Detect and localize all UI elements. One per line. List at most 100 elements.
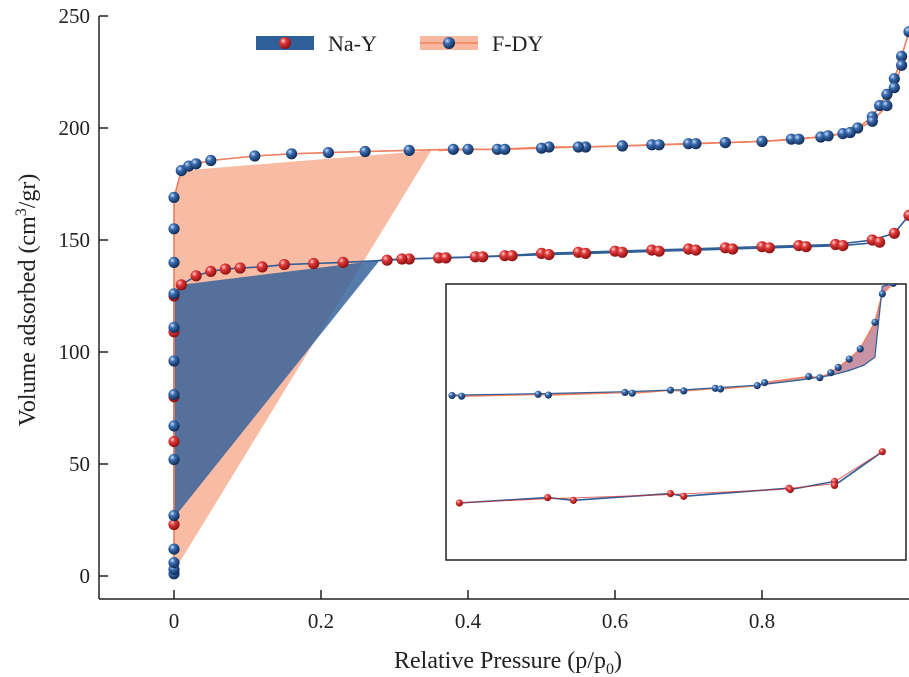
inset-markers — [448, 284, 897, 507]
inset-data-point-f-dy — [753, 382, 761, 390]
data-point-f-dy — [205, 154, 217, 167]
inset-data-point-na-y — [666, 490, 675, 498]
data-point-f-dy — [168, 557, 180, 569]
inset-data-point-f-dy — [816, 374, 824, 382]
data-point-na-y — [190, 270, 202, 282]
data-point-na-y — [381, 254, 393, 266]
data-point-f-dy — [499, 143, 511, 155]
inset-data-point-f-dy — [834, 363, 842, 371]
y-tick-label: 150 — [59, 228, 91, 252]
inset-frame — [445, 283, 907, 561]
data-point-f-dy — [793, 133, 805, 145]
inset-data-point-na-y — [878, 448, 886, 456]
inset-data-point-na-y — [455, 499, 463, 507]
hysteresis-fills — [174, 150, 432, 572]
data-point-f-dy — [462, 143, 474, 155]
legend-entry-na-y: Na-Y — [256, 31, 377, 56]
data-point-f-dy — [168, 355, 180, 367]
data-point-f-dy — [168, 420, 180, 432]
y-tick-label: 0 — [80, 564, 91, 588]
data-point-na-y — [168, 436, 180, 448]
x-axis-title: Relative Pressure (p/p0) — [394, 648, 622, 677]
data-point-na-y — [396, 253, 408, 265]
inset-data-point-f-dy — [544, 391, 553, 399]
data-point-na-y — [874, 236, 886, 248]
data-point-na-y — [800, 241, 812, 253]
data-point-f-dy — [572, 141, 584, 153]
data-point-na-y — [175, 279, 187, 291]
data-point-f-dy — [881, 88, 893, 100]
y-tick-label: 50 — [69, 452, 90, 476]
inset-data-point-f-dy — [680, 387, 688, 395]
data-point-na-y — [580, 247, 592, 259]
y-tick-label: 100 — [59, 340, 91, 364]
inset-desorption-line-na-y — [455, 451, 883, 504]
data-point-f-dy — [447, 143, 459, 155]
inset-data-point-f-dy — [448, 391, 456, 400]
legend-label-f-dy: F-DY — [492, 31, 543, 56]
inset-data-point-f-dy — [845, 355, 853, 363]
data-point-f-dy — [168, 223, 180, 235]
data-point-f-dy — [168, 543, 180, 555]
data-point-f-dy — [535, 142, 548, 154]
data-point-na-y — [256, 261, 268, 273]
data-point-f-dy — [249, 150, 261, 162]
data-point-na-y — [903, 209, 909, 221]
data-point-na-y — [219, 263, 231, 275]
data-point-f-dy — [190, 158, 202, 170]
data-point-f-dy — [844, 126, 856, 139]
data-point-f-dy — [322, 147, 334, 159]
data-point-f-dy — [616, 140, 628, 152]
data-point-na-y — [690, 244, 702, 256]
x-tick-label: 0 — [169, 609, 180, 633]
legend-marker-na-y — [279, 37, 291, 49]
data-point-na-y — [440, 252, 452, 264]
inset-data-point-na-y — [544, 494, 552, 502]
data-point-na-y — [278, 259, 290, 271]
data-point-f-dy — [903, 26, 909, 38]
data-point-na-y — [337, 256, 349, 268]
inset-data-point-f-dy — [628, 389, 636, 397]
legend-entry-f-dy: F-DY — [420, 31, 543, 56]
inset-data-point-na-y — [786, 485, 794, 494]
data-point-na-y — [168, 518, 180, 531]
data-point-f-dy — [690, 138, 702, 150]
y-tick-label: 200 — [59, 116, 91, 140]
x-tick-label: 0.2 — [308, 609, 334, 633]
data-point-na-y — [477, 251, 489, 263]
data-point-f-dy — [756, 135, 768, 147]
data-point-na-y — [837, 240, 849, 252]
y-tick-label: 250 — [59, 4, 91, 28]
inset-data-point-f-dy — [458, 392, 466, 400]
data-point-f-dy — [896, 50, 908, 62]
inset-data-point-na-y — [680, 492, 688, 500]
inset-plot — [445, 283, 907, 561]
data-point-na-y — [308, 257, 320, 270]
data-point-f-dy — [896, 59, 908, 71]
data-point-na-y — [506, 250, 518, 262]
inset-data-point-f-dy — [827, 369, 835, 377]
data-point-na-y — [543, 249, 555, 261]
data-point-f-dy — [719, 137, 731, 149]
y-axis-ticks: 0 50 100 150 200 250 — [59, 4, 108, 588]
data-point-f-dy — [888, 73, 900, 85]
data-point-f-dy — [168, 191, 180, 203]
inset-data-point-f-dy — [716, 385, 725, 393]
inset-data-point-na-y — [830, 481, 839, 489]
x-axis-ticks: 0 0.2 0.4 0.6 0.8 — [169, 590, 775, 633]
inset-data-point-na-y — [569, 496, 578, 504]
data-point-f-dy — [168, 256, 180, 268]
y-axis-title: Volume adsorbed (cm3/gr) — [13, 174, 41, 427]
data-point-f-dy — [168, 321, 180, 333]
data-point-f-dy — [168, 509, 180, 522]
data-point-na-y — [205, 265, 217, 277]
hysteresis-fill-na-y — [174, 260, 380, 518]
x-tick-label: 0.8 — [749, 609, 775, 633]
data-point-f-dy — [822, 130, 834, 142]
inset-data-point-f-dy — [805, 372, 813, 381]
legend: Na-Y F-DY — [256, 31, 543, 56]
data-point-f-dy — [286, 148, 298, 160]
data-point-f-dy — [881, 100, 893, 112]
isotherm-markers — [168, 26, 909, 580]
